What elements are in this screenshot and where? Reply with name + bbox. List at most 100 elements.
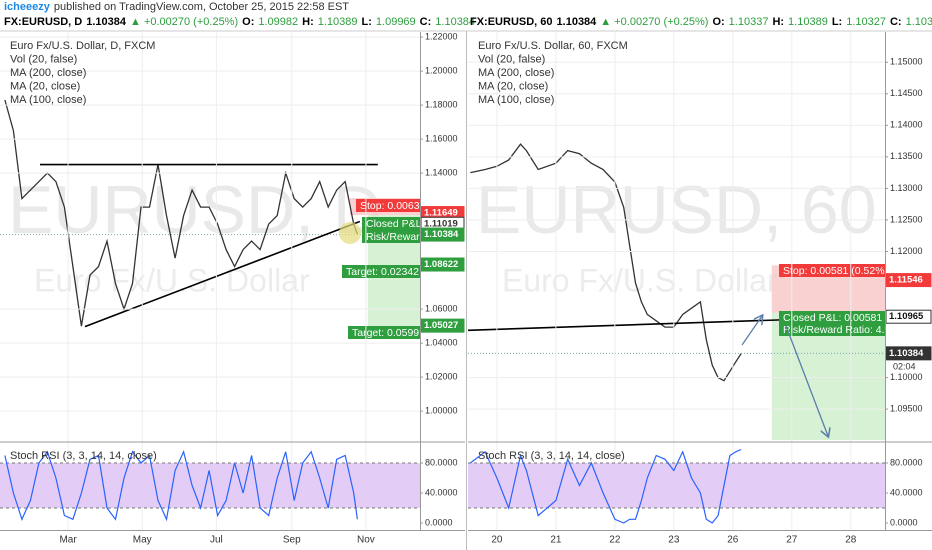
watermark: EURUSD, 60 bbox=[476, 172, 877, 248]
legend-item: MA (100, close) bbox=[10, 94, 86, 106]
ohlc-value: 1.10384 bbox=[905, 16, 932, 28]
annotation: Stop: 0.00630 bbox=[360, 200, 426, 212]
stoch-line bbox=[4, 449, 358, 522]
last: 1.10384 bbox=[86, 16, 126, 28]
published: published on TradingView.com, October 25… bbox=[53, 1, 350, 13]
price-label: 1.11546 bbox=[889, 275, 923, 286]
annotation-box bbox=[362, 230, 420, 243]
annotation-box bbox=[342, 265, 420, 278]
y-tick-label: 1.02000 bbox=[425, 371, 458, 381]
stoch-title: Stoch RSI (3, 3, 14, 14, close) bbox=[10, 450, 157, 462]
stoch-line bbox=[470, 448, 742, 524]
y-tick-label: 1.12500 bbox=[890, 214, 923, 224]
ohlc-value: 1.10327 bbox=[846, 16, 886, 28]
annotation-box bbox=[356, 199, 420, 212]
annotation-box bbox=[779, 264, 885, 277]
watermark: EURUSD, D bbox=[8, 172, 382, 248]
stoch-band bbox=[468, 463, 885, 509]
stoch-band bbox=[0, 463, 420, 509]
arrow bbox=[741, 316, 762, 346]
ohlc-key: L: bbox=[831, 16, 843, 28]
y-tick-label: 1.22000 bbox=[425, 31, 458, 41]
annotation-box bbox=[779, 323, 885, 336]
annotation: Closed P&L: bbox=[366, 218, 424, 230]
annotation: Risk/Reward Ratio: 4.0 bbox=[783, 324, 891, 336]
ohlc-key: O: bbox=[712, 16, 725, 28]
annotation: Closed P&L: 0.00581 bbox=[783, 312, 882, 324]
x-tick-label: 23 bbox=[668, 535, 680, 546]
watermark-sub: Euro Fx/U.S. Dollar bbox=[34, 262, 310, 298]
stoch-tick-label: 0.0000 bbox=[890, 517, 918, 527]
price-label: 1.10965 bbox=[889, 311, 924, 322]
price-label: 1.11649 bbox=[424, 208, 458, 219]
legend-item: Euro Fx/U.S. Dollar, 60, FXCM bbox=[478, 40, 628, 52]
stoch-tick-label: 0.0000 bbox=[425, 517, 453, 527]
arrow bbox=[785, 325, 828, 436]
y-tick-label: 1.14500 bbox=[890, 88, 923, 98]
stoch-tick-label: 80.0000 bbox=[425, 457, 458, 467]
y-tick-label: 1.20000 bbox=[425, 65, 458, 75]
price-label: 1.10384 bbox=[424, 229, 459, 240]
annotation: Target: 0.02342 bbox=[346, 266, 419, 278]
x-tick-label: 26 bbox=[727, 535, 739, 546]
ohlc-value: 1.10389 bbox=[788, 16, 828, 28]
stoch-tick-label: 40.0000 bbox=[425, 487, 458, 497]
legend-item: Vol (20, false) bbox=[478, 53, 545, 65]
ohlc-key: L: bbox=[361, 16, 372, 28]
annotation: Risk/Reward R bbox=[366, 231, 436, 243]
symbol-row: FX:EURUSD, 60 1.10384 ▲ +0.00270 (+0.25%… bbox=[470, 15, 932, 29]
x-tick-label: Mar bbox=[59, 535, 77, 546]
x-tick-label: 28 bbox=[845, 535, 857, 546]
plot: EURUSD, D Euro Fx/U.S. Dollar Stop: 0.0063… bbox=[0, 99, 436, 339]
y-tick-label: 1.06000 bbox=[425, 303, 458, 313]
x-tick-label: 20 bbox=[491, 535, 503, 546]
user[interactable]: icheeezy bbox=[4, 1, 50, 13]
change: ▲ +0.00270 (+0.25%) bbox=[130, 16, 239, 28]
ohlc-key: O: bbox=[242, 16, 255, 28]
x-tick-label: 22 bbox=[609, 535, 621, 546]
y-tick-label: 1.14000 bbox=[425, 167, 458, 177]
stoch-title: Stoch RSI (3, 3, 14, 14, close) bbox=[478, 450, 625, 462]
stoch-tick-label: 40.0000 bbox=[890, 487, 923, 497]
ohlc-key: C: bbox=[419, 16, 432, 28]
y-tick-label: 1.13000 bbox=[890, 183, 923, 193]
x-tick-label: Sep bbox=[283, 535, 301, 546]
legend-item: MA (200, close) bbox=[10, 67, 86, 79]
change: ▲ +0.00270 (+0.25%) bbox=[600, 16, 709, 28]
legend-item: MA (20, close) bbox=[478, 80, 548, 92]
x-tick-label: May bbox=[133, 535, 152, 546]
x-tick-label: Jul bbox=[210, 535, 223, 546]
ohlc-key: H: bbox=[772, 16, 785, 28]
price-label: 1.05027 bbox=[424, 320, 458, 331]
y-tick-label: 1.12000 bbox=[890, 246, 923, 256]
annotation: Target: 0.0599 bbox=[352, 327, 419, 339]
legend-item: Vol (20, false) bbox=[10, 53, 77, 65]
ohlc-value: 1.09982 bbox=[258, 16, 299, 28]
x-tick-label: 27 bbox=[786, 535, 798, 546]
y-tick-label: 1.18000 bbox=[425, 99, 458, 109]
annotation-box bbox=[362, 217, 420, 230]
y-tick-label: 1.00000 bbox=[425, 405, 458, 415]
header: icheeezy published on TradingView.com, O… bbox=[4, 0, 349, 14]
ohlc-value: 1.09969 bbox=[375, 16, 416, 28]
legend-item: MA (100, close) bbox=[478, 94, 554, 106]
symbol-row: FX:EURUSD, D 1.10384 ▲ +0.00270 (+0.25%)… bbox=[4, 15, 475, 29]
legend-item: MA (20, close) bbox=[10, 80, 80, 92]
price-label: 1.10384 bbox=[889, 348, 924, 359]
last: 1.10384 bbox=[556, 16, 597, 28]
y-tick-label: 1.09500 bbox=[890, 403, 923, 413]
legend-item: MA (200, close) bbox=[478, 67, 554, 79]
y-tick-label: 1.16000 bbox=[425, 133, 458, 143]
ohlc-key: H: bbox=[302, 16, 314, 28]
price-label: 1.08622 bbox=[424, 259, 458, 270]
ohlc-value: 1.10384 bbox=[435, 16, 476, 28]
x-tick-label: Nov bbox=[357, 535, 375, 546]
y-tick-label: 1.15000 bbox=[890, 57, 923, 67]
stoch-tick-label: 80.0000 bbox=[890, 457, 923, 467]
annotation: Stop: 0.00581 (0.52% bbox=[783, 265, 885, 277]
highlight bbox=[339, 222, 361, 244]
legend-item: Euro Fx/U.S. Dollar, D, FXCM bbox=[10, 40, 155, 52]
y-tick-label: 1.13500 bbox=[890, 151, 923, 161]
